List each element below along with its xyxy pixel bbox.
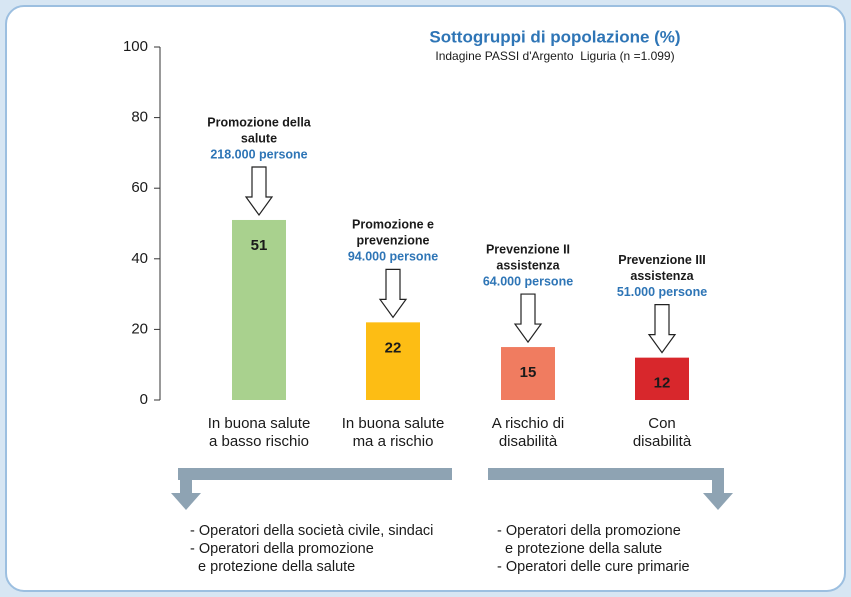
bracket-left-head (171, 493, 201, 510)
audience-item: e protezione della salute (497, 541, 662, 557)
annotation-title: Prevenzione III (618, 253, 706, 267)
bracket-right-stem (712, 468, 724, 494)
bar (635, 357, 689, 400)
bar (501, 347, 555, 400)
audience-item: e protezione della salute (190, 559, 355, 575)
annotation-title: assistenza (630, 269, 694, 283)
y-tick-label: 60 (131, 179, 148, 196)
annotation-arrow (244, 166, 274, 216)
y-tick-label: 40 (131, 250, 148, 267)
x-tick-label: a basso rischio (209, 433, 309, 450)
x-tick-label: disabilità (499, 433, 558, 450)
annotation-title: Promozione della (207, 115, 312, 129)
value-label: 22 (385, 339, 402, 356)
annotation-people: 51.000 persone (617, 285, 707, 299)
bracket-left (178, 468, 452, 480)
value-label: 15 (520, 364, 537, 381)
x-tick-label: disabilità (633, 433, 692, 450)
x-tick-label: ma a rischio (353, 433, 434, 450)
x-tick-label: Con (648, 415, 676, 432)
annotation-people: 218.000 persone (210, 147, 307, 161)
bracket-right (488, 468, 724, 480)
annotation-title: prevenzione (357, 234, 430, 248)
bracket-right-head (703, 493, 733, 510)
panel (5, 5, 846, 592)
bar (366, 322, 420, 400)
y-tick-label: 0 (140, 391, 148, 408)
x-tick-label: A rischio di (492, 415, 565, 432)
value-label: 12 (654, 375, 671, 392)
audience-item: - Operatori delle cure primarie (497, 559, 690, 575)
y-tick-label: 80 (131, 109, 148, 126)
bracket-left-stem (180, 468, 192, 494)
bracket-arrows (171, 468, 733, 510)
audience-item: - Operatori della promozione (190, 541, 374, 557)
annotation-people: 94.000 persone (348, 250, 438, 264)
y-tick-label: 100 (123, 38, 148, 55)
annotation-arrow (513, 293, 543, 344)
annotation-people: 64.000 persone (483, 274, 573, 288)
audience-item: - Operatori della promozione (497, 523, 681, 539)
chart-title: Sottogruppi di popolazione (%) (429, 27, 680, 46)
y-tick-label: 20 (131, 320, 148, 337)
annotation-arrow (378, 268, 408, 319)
bar (232, 219, 286, 400)
chart-subtitle: Indagine PASSI d'Argento Liguria (n =1.0… (435, 49, 674, 63)
value-label: 51 (251, 237, 268, 254)
annotation-title: salute (241, 131, 277, 145)
audience-item: - Operatori della società civile, sindac… (190, 523, 433, 539)
annotation-arrow (647, 304, 677, 354)
annotation-title: Prevenzione II (486, 242, 570, 256)
annotation-title: Promozione e (352, 218, 434, 232)
x-tick-label: In buona salute (208, 415, 311, 432)
x-tick-label: In buona salute (342, 415, 445, 432)
annotation-title: assistenza (496, 258, 560, 272)
